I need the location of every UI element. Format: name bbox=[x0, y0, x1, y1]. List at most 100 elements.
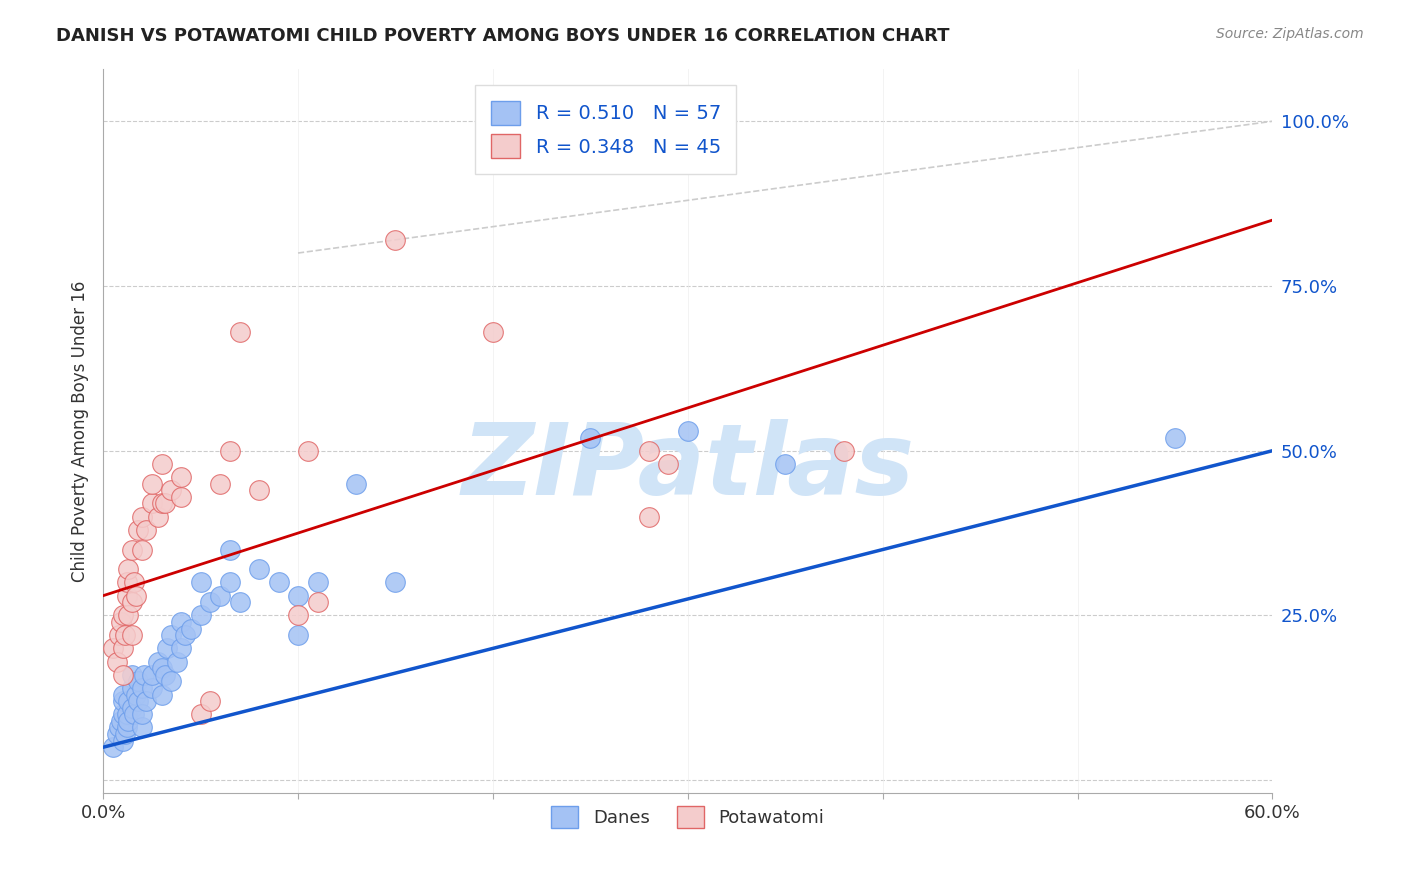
Point bbox=[637, 443, 659, 458]
Point bbox=[297, 443, 319, 458]
Point bbox=[121, 681, 143, 695]
Point bbox=[121, 542, 143, 557]
Point bbox=[156, 641, 179, 656]
Point bbox=[110, 714, 132, 728]
Point bbox=[166, 655, 188, 669]
Text: ZIPatlas: ZIPatlas bbox=[461, 418, 914, 516]
Point bbox=[146, 655, 169, 669]
Y-axis label: Child Poverty Among Boys Under 16: Child Poverty Among Boys Under 16 bbox=[72, 280, 89, 582]
Point bbox=[117, 714, 139, 728]
Point bbox=[141, 496, 163, 510]
Point bbox=[127, 674, 149, 689]
Point bbox=[155, 667, 177, 681]
Point bbox=[141, 667, 163, 681]
Point bbox=[141, 681, 163, 695]
Point bbox=[218, 443, 240, 458]
Point bbox=[150, 661, 173, 675]
Point bbox=[135, 523, 157, 537]
Point bbox=[105, 727, 128, 741]
Point bbox=[127, 694, 149, 708]
Point bbox=[111, 608, 134, 623]
Point bbox=[124, 575, 146, 590]
Point bbox=[150, 496, 173, 510]
Point bbox=[209, 589, 232, 603]
Point bbox=[107, 721, 129, 735]
Point bbox=[180, 622, 202, 636]
Point bbox=[1164, 430, 1187, 444]
Point bbox=[200, 595, 222, 609]
Point bbox=[115, 721, 138, 735]
Point bbox=[218, 575, 240, 590]
Point bbox=[105, 655, 128, 669]
Point bbox=[267, 575, 290, 590]
Point bbox=[209, 476, 232, 491]
Point bbox=[131, 681, 153, 695]
Point bbox=[111, 733, 134, 747]
Point bbox=[170, 470, 193, 484]
Point bbox=[150, 688, 173, 702]
Point bbox=[125, 688, 148, 702]
Point bbox=[111, 694, 134, 708]
Point bbox=[121, 700, 143, 714]
Point bbox=[115, 589, 138, 603]
Point bbox=[637, 509, 659, 524]
Point bbox=[115, 575, 138, 590]
Point bbox=[131, 721, 153, 735]
Point bbox=[160, 674, 183, 689]
Point bbox=[247, 562, 270, 576]
Point bbox=[190, 707, 212, 722]
Point bbox=[111, 688, 134, 702]
Point bbox=[127, 523, 149, 537]
Point bbox=[121, 628, 143, 642]
Point bbox=[117, 562, 139, 576]
Point bbox=[775, 457, 797, 471]
Point bbox=[131, 509, 153, 524]
Point bbox=[160, 483, 183, 498]
Point bbox=[228, 595, 250, 609]
Point bbox=[107, 628, 129, 642]
Point bbox=[287, 628, 309, 642]
Point bbox=[170, 615, 193, 629]
Point bbox=[124, 707, 146, 722]
Point bbox=[114, 628, 136, 642]
Point bbox=[190, 608, 212, 623]
Point bbox=[114, 727, 136, 741]
Point bbox=[117, 608, 139, 623]
Point bbox=[832, 443, 855, 458]
Point bbox=[482, 325, 505, 339]
Point bbox=[121, 667, 143, 681]
Point bbox=[174, 628, 197, 642]
Point bbox=[307, 595, 329, 609]
Point bbox=[125, 589, 148, 603]
Point bbox=[307, 575, 329, 590]
Point bbox=[657, 457, 679, 471]
Point bbox=[141, 476, 163, 491]
Point bbox=[170, 490, 193, 504]
Point bbox=[384, 233, 406, 247]
Point bbox=[287, 589, 309, 603]
Point bbox=[115, 707, 138, 722]
Point bbox=[228, 325, 250, 339]
Point bbox=[346, 476, 368, 491]
Point bbox=[247, 483, 270, 498]
Point bbox=[131, 707, 153, 722]
Point bbox=[170, 641, 193, 656]
Point bbox=[111, 707, 134, 722]
Point bbox=[190, 575, 212, 590]
Text: DANISH VS POTAWATOMI CHILD POVERTY AMONG BOYS UNDER 16 CORRELATION CHART: DANISH VS POTAWATOMI CHILD POVERTY AMONG… bbox=[56, 27, 949, 45]
Point bbox=[101, 740, 124, 755]
Point bbox=[150, 457, 173, 471]
Point bbox=[160, 628, 183, 642]
Point bbox=[676, 424, 699, 438]
Point bbox=[135, 694, 157, 708]
Point bbox=[287, 608, 309, 623]
Point bbox=[101, 641, 124, 656]
Text: Source: ZipAtlas.com: Source: ZipAtlas.com bbox=[1216, 27, 1364, 41]
Point bbox=[111, 641, 134, 656]
Legend: Danes, Potawatomi: Danes, Potawatomi bbox=[544, 798, 831, 835]
Point bbox=[218, 542, 240, 557]
Point bbox=[384, 575, 406, 590]
Point bbox=[146, 509, 169, 524]
Point bbox=[131, 542, 153, 557]
Point bbox=[579, 430, 602, 444]
